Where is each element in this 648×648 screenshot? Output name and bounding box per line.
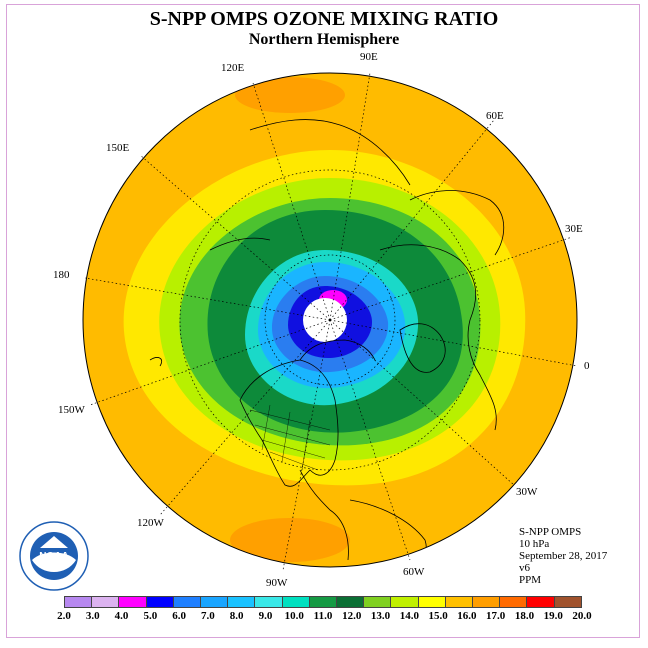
svg-text:NOAA: NOAA xyxy=(39,551,68,562)
colorbar-segment xyxy=(173,597,202,607)
colorbar-segment xyxy=(146,597,174,607)
meridian-90e xyxy=(329,72,371,321)
high-ozone-patch-north xyxy=(235,77,345,113)
lon-label-60w: 60W xyxy=(403,566,425,578)
high-ozone-patch-south xyxy=(230,518,350,562)
colorbar-segment xyxy=(337,597,365,607)
lon-label-90w: 90W xyxy=(266,577,288,589)
colorbar-segment xyxy=(473,597,501,607)
coastlines xyxy=(149,119,505,567)
lon-label-180: 180 xyxy=(53,269,70,281)
colorbar-segment xyxy=(92,597,120,607)
lon-label-120w: 120W xyxy=(137,517,164,529)
lon-label-60e: 60E xyxy=(486,110,504,122)
colorbar-tick-label: 15.0 xyxy=(428,610,448,622)
colorbar-segment xyxy=(364,597,392,607)
colorbar-tick-label: 13.0 xyxy=(370,610,391,622)
pole-no-data xyxy=(303,298,347,342)
colorbar-tick-label: 4.0 xyxy=(114,610,129,622)
colorbar-segment xyxy=(65,597,93,607)
meridian-150w xyxy=(89,319,331,406)
meridian-180 xyxy=(84,277,331,321)
colorbar-tick-label: 17.0 xyxy=(486,610,506,622)
map-subtitle: Northern Hemisphere xyxy=(248,31,400,48)
lon-label-120e: 120E xyxy=(221,62,245,74)
figure-frame xyxy=(6,4,640,638)
colorbar-segment xyxy=(500,597,528,607)
colorbar-tick-label: 10.0 xyxy=(284,610,304,622)
colorbar-tick-label: 20.0 xyxy=(572,610,592,622)
colorbar-tick-label: 16.0 xyxy=(457,610,477,622)
lon-label-0: 0 xyxy=(584,360,590,372)
lon-label-30w: 30W xyxy=(516,486,538,498)
colorbar-tick-label: 19.0 xyxy=(543,610,563,622)
lon-label-30e: 30E xyxy=(565,223,583,235)
colorbar-tick-label: 12.0 xyxy=(342,610,362,622)
map-title: S-NPP OMPS OZONE MIXING RATIO xyxy=(149,8,499,30)
lon-label-90e: 90E xyxy=(360,51,378,63)
colorbar-segment xyxy=(309,597,338,607)
colorbar-ticks: 2.0 3.0 4.0 5.0 6.0 7.0 8.0 9.0 10.0 11.0 12.0 13.0… xyxy=(0,610,648,624)
meridian-60e xyxy=(329,119,495,321)
colorbar xyxy=(64,596,582,608)
colorbar-segment xyxy=(418,597,446,607)
lon-label-150w: 150W xyxy=(58,404,85,416)
meridian-120w xyxy=(159,319,331,516)
colorbar-tick-label: 3.0 xyxy=(85,610,100,622)
meridian-30e xyxy=(329,236,573,321)
colorbar-tick-label: 5.0 xyxy=(143,610,158,622)
colorbar-segment xyxy=(527,597,555,607)
colorbar-segment xyxy=(282,597,310,607)
meridian-30w xyxy=(329,319,515,486)
colorbar-tick-label: 9.0 xyxy=(258,610,273,622)
meridian-0 xyxy=(329,319,578,367)
info-units: PPM xyxy=(519,574,542,586)
colorbar-segment xyxy=(119,597,147,607)
latitude-circle-50n xyxy=(179,169,481,471)
info-date: September 28, 2017 xyxy=(519,550,608,562)
colorbar-segment xyxy=(228,597,256,607)
colorbar-segment xyxy=(554,597,581,607)
info-level: 10 hPa xyxy=(519,538,550,550)
lon-label-150e: 150E xyxy=(106,142,130,154)
colorbar-segment xyxy=(255,597,283,607)
info-block: S-NPP OMPS 10 hPa September 28, 2017 v6 … xyxy=(519,526,607,586)
map-boundary xyxy=(82,72,578,568)
colorbar-tick-label: 2.0 xyxy=(57,610,71,622)
colorbar-segment xyxy=(445,597,474,607)
noaa-logo: NOAA xyxy=(19,521,89,591)
colorbar-segment xyxy=(201,597,229,607)
colorbar-tick-label: 18.0 xyxy=(514,610,535,622)
colorbar-tick-label: 7.0 xyxy=(201,610,215,622)
colorbar-tick-label: 14.0 xyxy=(399,610,419,622)
latitude-circle-70n xyxy=(264,254,396,386)
meridian-120e xyxy=(252,82,331,321)
info-version: v6 xyxy=(519,562,530,574)
info-instrument: S-NPP OMPS xyxy=(519,526,582,538)
colorbar-tick-label: 11.0 xyxy=(313,610,333,622)
colorbar-tick-label: 6.0 xyxy=(172,610,186,622)
colorbar-segment xyxy=(391,597,419,607)
graticule xyxy=(84,72,578,571)
colorbar-tick-label: 8.0 xyxy=(229,610,244,622)
